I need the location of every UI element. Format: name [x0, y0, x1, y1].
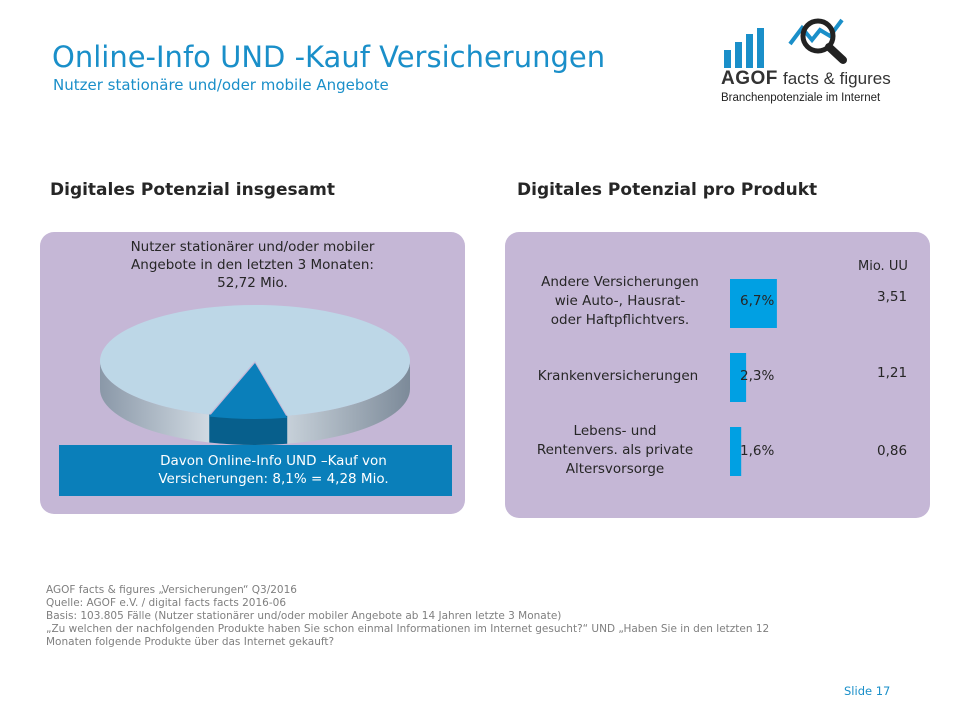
- pie-label-line: 52,72 Mio.: [217, 275, 288, 291]
- pie-label: Nutzer stationärer und/oder mobiler Ange…: [40, 238, 465, 292]
- pie-slice-highlight: [209, 363, 288, 419]
- footnote-line: Basis: 103.805 Fälle (Nutzer stationärer…: [46, 610, 562, 622]
- page-subtitle: Nutzer stationäre und/oder mobile Angebo…: [53, 76, 389, 94]
- footnote-line: AGOF facts & figures „Versicherungen“ Q3…: [46, 584, 297, 596]
- unit-header: Mio. UU: [858, 259, 908, 274]
- category-label-line: Lebens- und: [573, 423, 657, 439]
- category-label-line: Krankenversicherungen: [537, 368, 699, 384]
- logo-tagline: Branchenpotenziale im Internet: [721, 92, 881, 104]
- category-label-line: Altersvorsorge: [565, 461, 665, 477]
- pie-callout: Davon Online-Info UND –Kauf von Versiche…: [59, 445, 452, 496]
- footnote-line: Quelle: AGOF e.V. / digital facts facts …: [46, 597, 287, 609]
- section-heading-product: Digitales Potenzial pro Produkt: [517, 180, 818, 200]
- category-label-line: Andere Versicherungen: [541, 274, 699, 290]
- category-label: Krankenversicherungen: [513, 367, 723, 386]
- section-heading-total: Digitales Potenzial insgesamt: [50, 180, 335, 200]
- logo-brand: AGOF: [721, 68, 778, 89]
- slide-number: Slide 17: [844, 684, 891, 698]
- footnote-line: „Zu welchen der nachfolgenden Produkte h…: [46, 623, 770, 635]
- logo-product: facts & figures: [783, 69, 891, 88]
- pie-chart: [99, 305, 410, 445]
- pie-side: [100, 361, 410, 445]
- bar-value-label: 1,6%: [740, 443, 775, 459]
- pie-slice-main: [99, 305, 410, 416]
- callout-line: Versicherungen: 8,1% = 4,28 Mio.: [158, 471, 389, 487]
- pie-label-line: Nutzer stationärer und/oder mobiler: [130, 239, 375, 255]
- bar: [730, 353, 747, 402]
- category-label: Andere Versicherungen wie Auto-, Hausrat…: [515, 273, 725, 330]
- footnote-line: Monaten folgende Produkte über das Inter…: [46, 636, 335, 648]
- bar-value-label: 2,3%: [740, 368, 775, 384]
- page-title: Online-Info UND -Kauf Versicherungen: [52, 40, 606, 74]
- mio-value: 0,86: [877, 443, 908, 459]
- pie-slice-side-highlight: [209, 414, 288, 445]
- bar: [730, 427, 742, 476]
- bar: [730, 279, 777, 328]
- agof-logo: AGOF facts & figures Branchenpotenziale …: [712, 14, 898, 106]
- pie-label-line: Angebote in den letzten 3 Monaten:: [131, 257, 374, 273]
- category-label-line: wie Auto-, Hausrat-: [554, 293, 686, 309]
- mio-value: 3,51: [877, 289, 908, 305]
- footnote: AGOF facts & figures „Versicherungen“ Q3…: [46, 584, 916, 649]
- category-label: Lebens- und Rentenvers. als private Alte…: [510, 422, 720, 479]
- bar-chart-icon: [724, 28, 764, 68]
- category-label-line: Rentenvers. als private: [536, 442, 694, 458]
- mio-value: 1,21: [877, 365, 908, 381]
- category-label-line: oder Haftpflichtvers.: [550, 312, 690, 328]
- bar-chart: [730, 279, 777, 476]
- product-potential-panel: [505, 232, 930, 518]
- callout-line: Davon Online-Info UND –Kauf von: [160, 453, 387, 469]
- bar-value-label: 6,7%: [740, 293, 775, 309]
- magnifier-icon: [800, 18, 847, 64]
